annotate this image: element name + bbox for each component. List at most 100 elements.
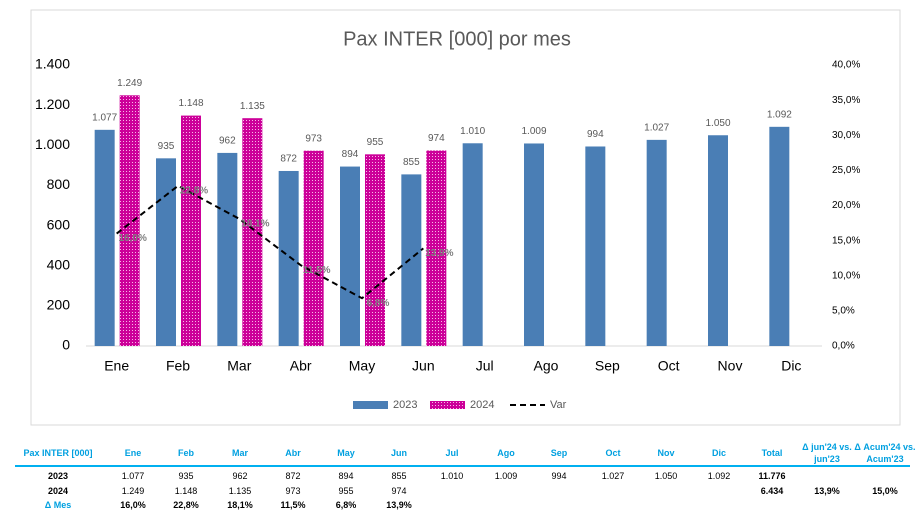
x-tick-label: Feb: [166, 358, 190, 374]
table-cell: Jul: [445, 448, 459, 458]
table-cell: 15,0%: [872, 486, 898, 496]
value-label: 894: [342, 149, 359, 160]
chart: Pax INTER [000] por mes 0 200 400 600 800 1.0…: [30, 9, 901, 426]
value-label: 1.050: [705, 118, 730, 129]
bar: [585, 146, 606, 346]
y-tick-label: 600: [47, 216, 71, 232]
value-label: 1.009: [521, 126, 546, 137]
y-tick-label: 1.400: [35, 56, 70, 72]
bar: [181, 115, 201, 346]
table-cell: 935: [178, 471, 194, 481]
x-tick-label: Jul: [476, 358, 494, 374]
value-label: 1.249: [117, 78, 142, 89]
y2-tick-label: 15,0%: [832, 235, 860, 246]
bar: [303, 150, 324, 346]
y-tick-label: 800: [47, 176, 71, 192]
legend-label: 2023: [393, 399, 417, 411]
table-cell: Mar: [231, 448, 249, 458]
table-rule: [15, 465, 910, 467]
bar: [94, 129, 115, 346]
bar: [217, 152, 238, 346]
value-label: 973: [305, 133, 322, 144]
value-label: 935: [158, 141, 175, 152]
bar: [365, 154, 385, 346]
x-tick-label: Abr: [290, 358, 312, 374]
value-label: 1.027: [644, 123, 669, 134]
table-cell: 1.010: [440, 471, 464, 481]
value-label: 1.092: [767, 109, 792, 120]
table-cell: 1.027: [601, 471, 625, 481]
table-cell: Jun: [390, 448, 408, 458]
table-cell: 1.009: [494, 471, 518, 481]
var-label: 13,9%: [425, 248, 453, 259]
table-cell: 13,9%: [386, 500, 412, 510]
bar: [462, 143, 483, 346]
value-label: 855: [403, 157, 420, 168]
table-cell: Ago: [497, 448, 515, 458]
bar: [524, 143, 544, 346]
table-cell: 973: [285, 486, 301, 496]
table-cell: 1.148: [174, 486, 198, 496]
bar: [278, 170, 299, 346]
table-cell: 962: [232, 471, 248, 481]
y2-tick-label: 10,0%: [832, 270, 860, 281]
y2-tick-label: 30,0%: [832, 130, 860, 141]
table-cell: 11.776: [758, 471, 786, 481]
value-label: 1.135: [240, 101, 265, 112]
y2-tick-label: 0,0%: [832, 341, 855, 352]
value-label: 1.148: [178, 98, 203, 109]
y2-tick-label: 35,0%: [832, 95, 860, 106]
table-cell: Δ Acum'24 vs. Acum'23: [854, 442, 916, 464]
bar: [119, 95, 140, 346]
table-cell: 1.092: [707, 471, 731, 481]
table-cell: 18,1%: [227, 500, 253, 510]
table-cell: 1.077: [121, 471, 145, 481]
y2-tick-label: 20,0%: [832, 200, 860, 211]
x-tick-label: Dic: [781, 358, 801, 374]
y2-tick-label: 40,0%: [832, 60, 860, 71]
bar: [340, 166, 360, 346]
var-line: [116, 184, 424, 300]
y-tick-label: 1.200: [35, 96, 70, 112]
table-cell: 855: [391, 471, 407, 481]
value-label: 974: [428, 133, 445, 144]
y-tick-label: 200: [47, 297, 71, 313]
var-label: 6,8%: [367, 298, 390, 309]
table-cell: 1.135: [228, 486, 252, 496]
x-tick-label: Ago: [534, 358, 559, 374]
y2-tick-label: 25,0%: [832, 165, 860, 176]
bar: [708, 135, 728, 346]
x-tick-label: Nov: [718, 358, 743, 374]
var-label: 18,1%: [241, 218, 269, 229]
value-label: 1.077: [92, 112, 117, 123]
table-cell: Δ Mes: [44, 500, 72, 510]
value-label: 994: [587, 129, 604, 140]
table-cell: 16,0%: [120, 500, 146, 510]
table-cell: Abr: [285, 448, 301, 458]
legend-label: Var: [550, 399, 567, 411]
table-cell: 1.249: [121, 486, 145, 496]
y2-tick-label: 5,0%: [832, 306, 855, 317]
table-cell: Oct: [605, 448, 621, 458]
table-cell: 994: [551, 471, 567, 481]
var-label: 16,0%: [118, 233, 146, 244]
bar: [242, 118, 263, 346]
table-cell: Sep: [550, 448, 568, 458]
table-cell: 6.434: [760, 486, 784, 496]
x-tick-label: Ene: [104, 358, 129, 374]
table-cell: 955: [338, 486, 354, 496]
table-cell: 894: [338, 471, 354, 481]
x-tick-label: May: [349, 358, 375, 374]
x-tick-label: Mar: [227, 358, 251, 374]
table-cell: Nov: [657, 448, 675, 458]
legend-swatch: [430, 401, 465, 409]
table-cell: 13,9%: [814, 486, 840, 496]
bar: [156, 158, 176, 346]
legend-label: 2024: [470, 399, 494, 411]
table-cell: 974: [391, 486, 407, 496]
table-cell: Feb: [177, 448, 195, 458]
value-label: 872: [280, 154, 297, 165]
table-cell: May: [337, 448, 355, 458]
bar: [646, 139, 667, 346]
